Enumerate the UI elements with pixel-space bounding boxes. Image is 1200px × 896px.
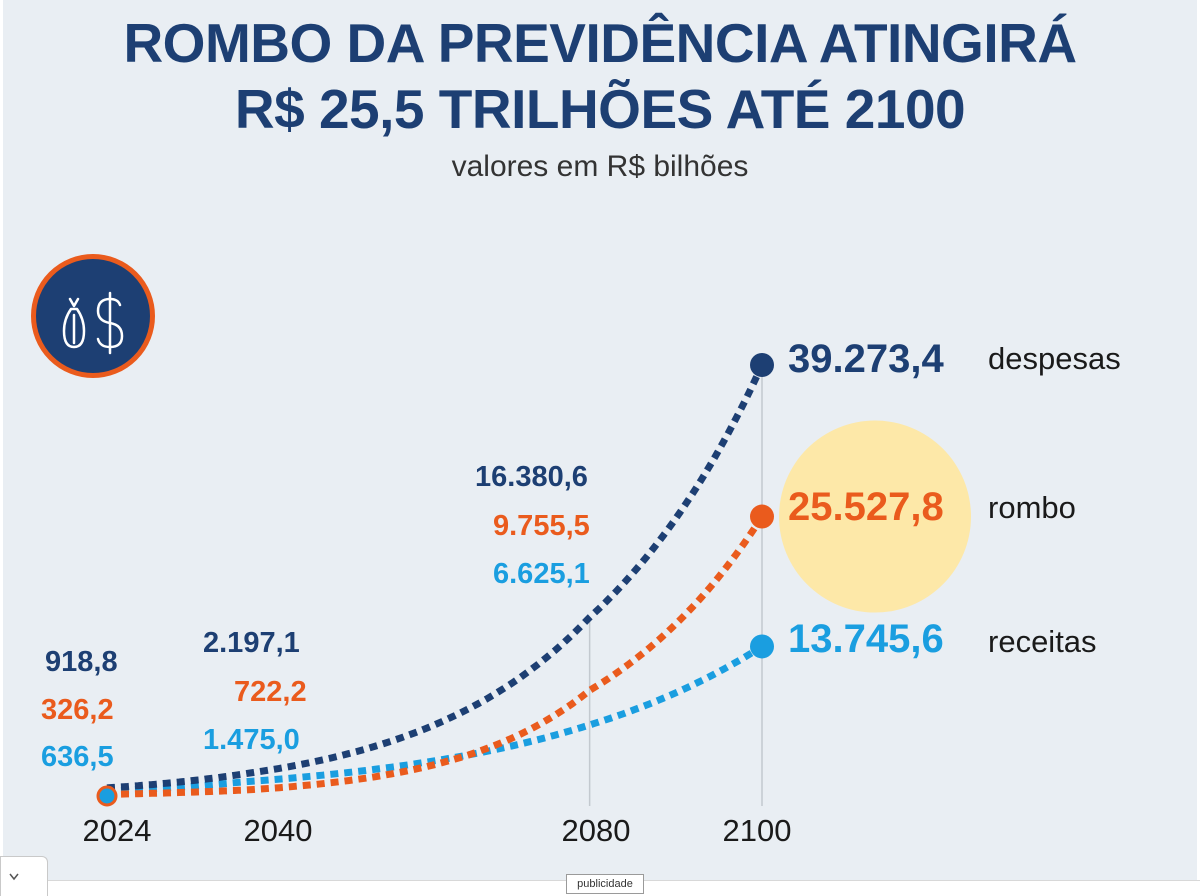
chart-subtitle: valores em R$ bilhões — [451, 150, 749, 183]
value-label-receitas-2080: 6.625,1 — [493, 558, 590, 590]
series-line-rombo — [106, 514, 765, 798]
value-label-rombo-2040: 722,2 — [234, 676, 307, 708]
value-label-despesas-2100: 39.273,4 — [788, 337, 944, 381]
x-tick-2040: 2040 — [244, 813, 313, 848]
series-line-receitas — [106, 643, 764, 795]
value-label-rombo-2024: 326,2 — [41, 694, 114, 726]
rombo-highlight-circle — [779, 420, 971, 613]
value-label-rombo-2080: 9.755,5 — [493, 510, 590, 542]
chevron-down-icon — [9, 873, 19, 881]
value-label-despesas-2080: 16.380,6 — [475, 461, 588, 493]
chart-title-line-1: ROMBO DA PREVIDÊNCIA ATINGIRÁ — [123, 12, 1077, 74]
ad-label: publicidade — [566, 874, 644, 894]
end-dot-rombo — [750, 504, 774, 529]
series-name-receitas: receitas — [988, 624, 1097, 659]
value-label-despesas-2040: 2.197,1 — [203, 627, 300, 659]
start-dot-2024 — [96, 785, 118, 807]
chart-title: ROMBO DA PREVIDÊNCIA ATINGIRÁ R$ 25,5 TR… — [0, 10, 1200, 142]
x-tick-2024: 2024 — [83, 813, 152, 848]
chart-panel — [3, 0, 1197, 895]
x-tick-2080: 2080 — [562, 813, 631, 848]
chart-title-line-2: R$ 25,5 TRILHÕES ATÉ 2100 — [234, 78, 966, 140]
value-label-receitas-2040: 1.475,0 — [203, 724, 300, 756]
series-name-rombo: rombo — [988, 490, 1076, 525]
money-bag-icon — [62, 291, 124, 355]
value-label-receitas-2100: 13.745,6 — [788, 617, 944, 661]
value-label-receitas-2024: 636,5 — [41, 741, 114, 773]
end-dot-receitas — [750, 634, 774, 659]
end-dot-despesas — [750, 353, 774, 377]
money-badge — [31, 254, 155, 378]
collapse-button[interactable] — [0, 856, 48, 896]
value-label-rombo-2100: 25.527,8 — [788, 485, 944, 529]
series-name-despesas: despesas — [988, 341, 1121, 376]
value-label-despesas-2024: 918,8 — [45, 646, 118, 678]
x-tick-2100: 2100 — [723, 813, 792, 848]
